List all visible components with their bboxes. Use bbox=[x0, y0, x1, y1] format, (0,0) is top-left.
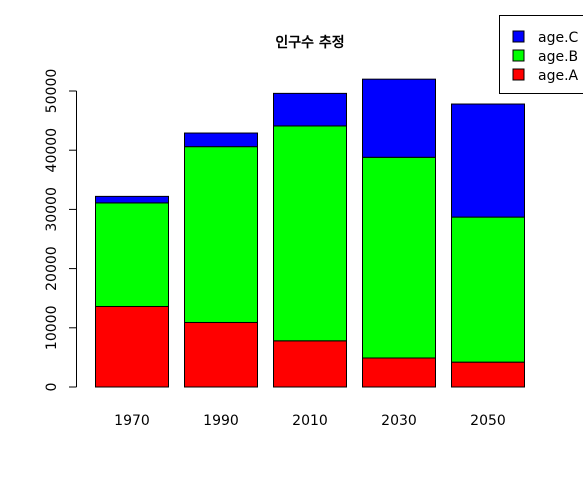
bar-age-c-2050 bbox=[451, 103, 525, 218]
bar-age-b-1970 bbox=[95, 202, 169, 307]
legend-label-age-c: age.C bbox=[538, 30, 579, 46]
y-tick-label: 40000 bbox=[44, 128, 60, 173]
y-tick-label: 0 bbox=[44, 383, 60, 392]
bar-age-a-1970 bbox=[95, 305, 169, 388]
legend-label-age-b: age.B bbox=[538, 49, 578, 65]
y-tick-label: 20000 bbox=[44, 246, 60, 291]
y-tick-label: 50000 bbox=[44, 69, 60, 114]
x-tick-label: 2010 bbox=[292, 413, 328, 429]
bar-age-b-2010 bbox=[273, 125, 347, 342]
legend-swatch-age-b bbox=[512, 49, 525, 62]
bar-age-c-2010 bbox=[273, 92, 347, 127]
bar-age-a-2030 bbox=[362, 357, 436, 388]
legend-label-age-a: age.A bbox=[538, 68, 579, 84]
bar-age-a-1990 bbox=[184, 321, 258, 388]
x-tick-label: 2050 bbox=[470, 413, 506, 429]
legend-swatch-age-c bbox=[512, 30, 525, 43]
chart-title: 인구수 추정 bbox=[275, 34, 344, 51]
bar-age-c-2030 bbox=[362, 78, 436, 158]
legend-swatch-age-a bbox=[512, 68, 525, 81]
bar-age-b-2030 bbox=[362, 156, 436, 359]
x-tick-label: 1990 bbox=[203, 413, 239, 429]
y-axis: 0 10000 20000 30000 40000 50000 bbox=[44, 69, 77, 392]
y-tick-label: 10000 bbox=[44, 306, 60, 351]
bar-age-c-1970 bbox=[95, 195, 169, 204]
bar-age-b-2050 bbox=[451, 216, 525, 363]
bars-group bbox=[95, 78, 525, 388]
legend: age.C age.B age.A bbox=[499, 15, 583, 94]
x-tick-label: 2030 bbox=[381, 413, 417, 429]
bar-age-a-2050 bbox=[451, 361, 525, 388]
x-axis-labels: 1970 1990 2010 2030 2050 bbox=[114, 413, 506, 429]
bar-age-b-1990 bbox=[184, 146, 258, 323]
y-tick-label: 30000 bbox=[44, 187, 60, 232]
bar-age-c-1990 bbox=[184, 132, 258, 148]
x-tick-label: 1970 bbox=[114, 413, 150, 429]
bar-age-a-2010 bbox=[273, 340, 347, 388]
